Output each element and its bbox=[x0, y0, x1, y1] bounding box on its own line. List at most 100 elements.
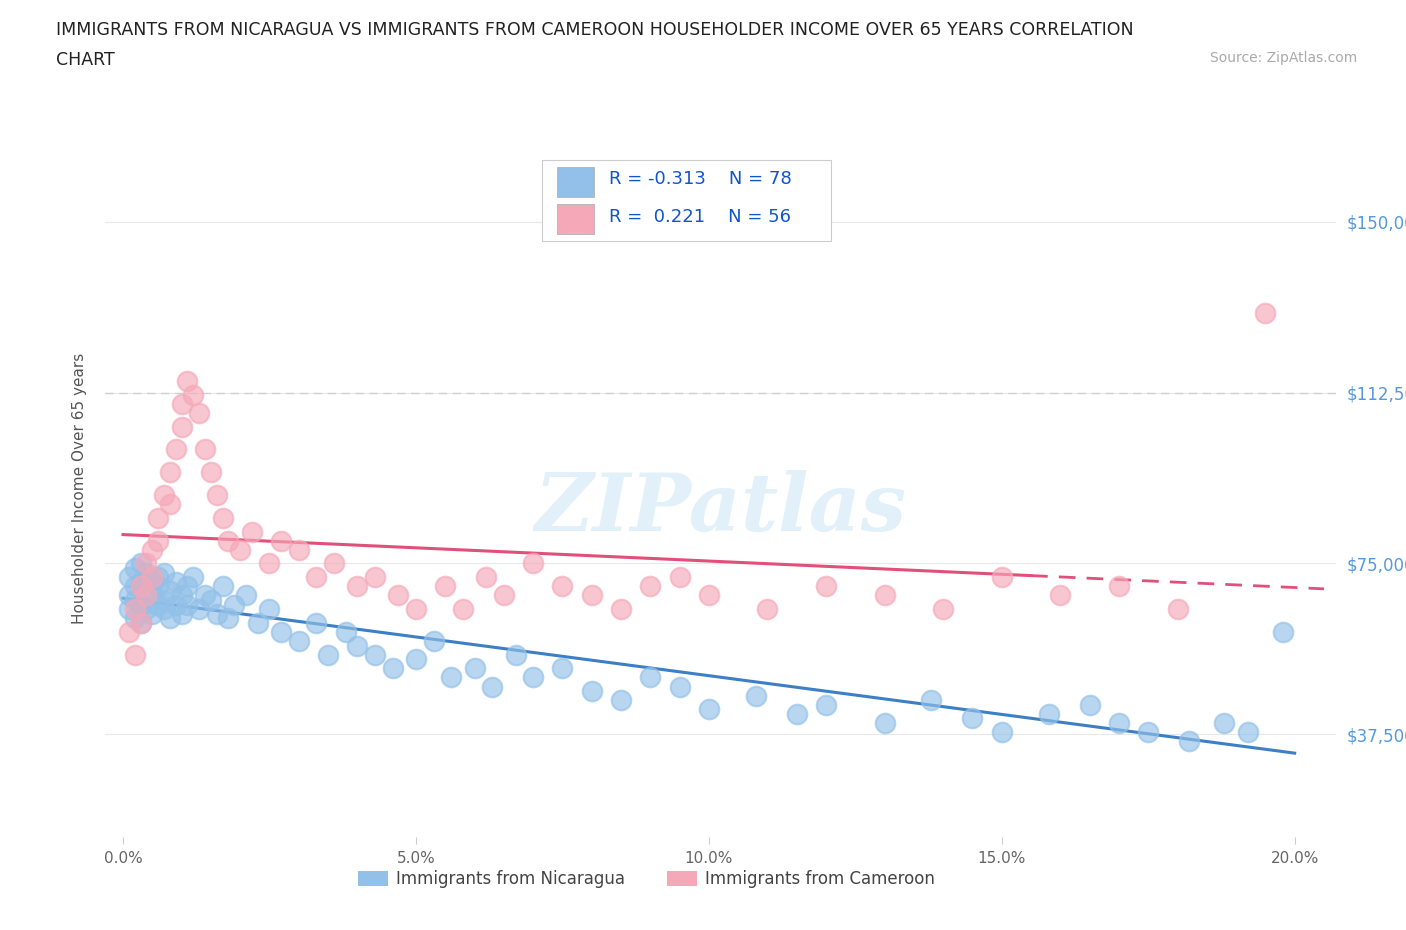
Point bbox=[211, 578, 233, 593]
Point bbox=[165, 574, 187, 589]
Point bbox=[323, 556, 346, 571]
Point bbox=[194, 442, 217, 457]
Point bbox=[1049, 588, 1071, 603]
Point bbox=[697, 702, 720, 717]
Point bbox=[129, 556, 152, 571]
Point bbox=[129, 578, 152, 593]
Point bbox=[287, 633, 309, 648]
Point bbox=[814, 578, 837, 593]
Point bbox=[1038, 707, 1060, 722]
Point bbox=[522, 670, 544, 684]
Point bbox=[638, 670, 662, 684]
Point bbox=[1213, 715, 1236, 730]
Point bbox=[381, 661, 404, 676]
Point bbox=[873, 588, 896, 603]
Point bbox=[141, 542, 163, 557]
Point bbox=[224, 597, 246, 612]
Point bbox=[205, 487, 228, 502]
Point bbox=[200, 592, 222, 607]
Point bbox=[159, 583, 181, 598]
Point bbox=[124, 578, 146, 593]
Point bbox=[218, 611, 240, 626]
Point bbox=[124, 602, 146, 617]
Point bbox=[551, 661, 574, 676]
Text: ZIPatlas: ZIPatlas bbox=[534, 471, 907, 548]
Point bbox=[148, 570, 170, 585]
Point bbox=[153, 592, 176, 607]
Point bbox=[481, 679, 503, 694]
Point bbox=[422, 633, 444, 648]
Point bbox=[124, 561, 146, 576]
Point bbox=[305, 616, 328, 631]
Point bbox=[1178, 734, 1201, 749]
Point bbox=[165, 597, 187, 612]
Point bbox=[346, 638, 368, 653]
Point bbox=[205, 606, 228, 621]
Point bbox=[1108, 715, 1130, 730]
Point bbox=[505, 647, 527, 662]
Point bbox=[170, 396, 193, 411]
Point bbox=[962, 711, 984, 726]
Legend: Immigrants from Nicaragua, Immigrants from Cameroon: Immigrants from Nicaragua, Immigrants fr… bbox=[352, 864, 942, 895]
Point bbox=[756, 602, 779, 617]
Point bbox=[697, 588, 720, 603]
Point bbox=[159, 611, 181, 626]
Point bbox=[990, 570, 1012, 585]
Point bbox=[124, 592, 146, 607]
Point bbox=[405, 652, 427, 667]
Point bbox=[551, 578, 574, 593]
Point bbox=[451, 602, 474, 617]
FancyBboxPatch shape bbox=[543, 161, 831, 241]
Point bbox=[1254, 305, 1277, 320]
Point bbox=[475, 570, 498, 585]
Text: R = -0.313    N = 78: R = -0.313 N = 78 bbox=[609, 170, 792, 188]
Point bbox=[581, 684, 603, 698]
Text: R =  0.221    N = 56: R = 0.221 N = 56 bbox=[609, 208, 790, 226]
Point bbox=[159, 497, 181, 512]
Point bbox=[170, 588, 193, 603]
Point bbox=[240, 525, 263, 539]
Point bbox=[148, 578, 170, 593]
Point bbox=[1078, 698, 1101, 712]
Point bbox=[135, 565, 157, 580]
Point bbox=[200, 465, 222, 480]
Point bbox=[148, 511, 170, 525]
Point bbox=[786, 707, 808, 722]
Point bbox=[153, 565, 176, 580]
Point bbox=[814, 698, 837, 712]
Point bbox=[141, 606, 163, 621]
Point bbox=[1272, 624, 1295, 639]
Point bbox=[259, 602, 281, 617]
FancyBboxPatch shape bbox=[557, 166, 593, 196]
Point bbox=[387, 588, 409, 603]
Point bbox=[932, 602, 955, 617]
Point bbox=[159, 465, 181, 480]
Point bbox=[118, 624, 141, 639]
Point bbox=[335, 624, 357, 639]
Point bbox=[129, 574, 152, 589]
Point bbox=[176, 597, 198, 612]
Point bbox=[135, 556, 157, 571]
Point bbox=[118, 602, 141, 617]
Text: CHART: CHART bbox=[56, 51, 115, 69]
Point bbox=[346, 578, 368, 593]
Point bbox=[990, 724, 1012, 739]
Point bbox=[229, 542, 252, 557]
Point bbox=[610, 602, 633, 617]
Point bbox=[259, 556, 281, 571]
Point bbox=[135, 588, 157, 603]
Point bbox=[364, 570, 387, 585]
Point bbox=[287, 542, 309, 557]
Point bbox=[745, 688, 768, 703]
FancyBboxPatch shape bbox=[557, 205, 593, 234]
Point bbox=[1167, 602, 1189, 617]
Point bbox=[153, 487, 176, 502]
Point bbox=[135, 602, 157, 617]
Point bbox=[270, 533, 292, 548]
Point bbox=[183, 388, 205, 403]
Point bbox=[668, 679, 690, 694]
Point bbox=[118, 570, 141, 585]
Point bbox=[141, 570, 163, 585]
Point bbox=[176, 374, 198, 389]
Point bbox=[170, 606, 193, 621]
